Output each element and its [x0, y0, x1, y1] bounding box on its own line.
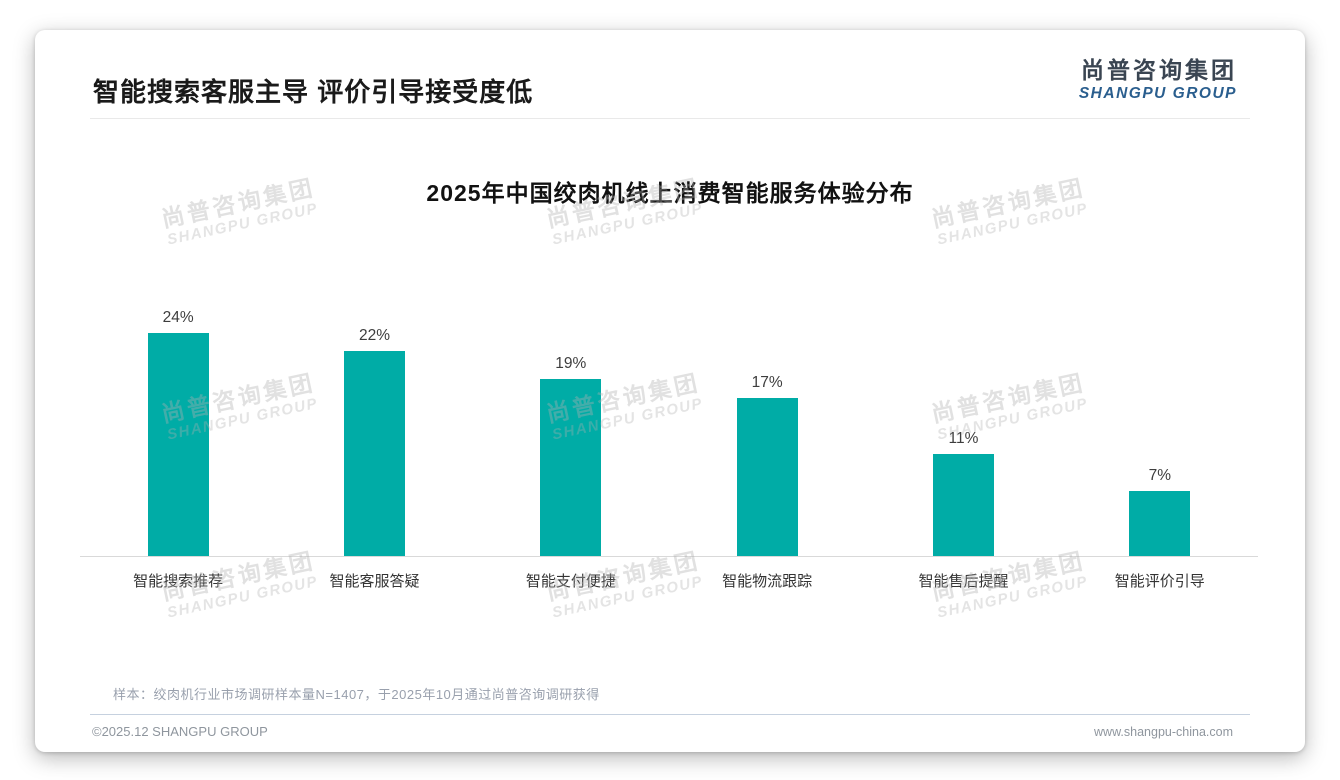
- bar-value-label: 7%: [1148, 467, 1171, 484]
- footer-copyright: ©2025.12 SHANGPU GROUP: [92, 724, 268, 739]
- bar-column: 11%: [865, 306, 1061, 556]
- chart-title: 2025年中国绞肉机线上消费智能服务体验分布: [426, 180, 914, 206]
- footer-website: www.shangpu-china.com: [1094, 725, 1233, 739]
- bar-column: 22%: [276, 306, 472, 556]
- bar-column: 17%: [669, 306, 865, 556]
- x-axis-category-labels: 智能搜索推荐 智能客服答疑 智能支付便捷 智能物流跟踪 智能售后提醒 智能评价引导: [80, 570, 1258, 591]
- bar-value-label: 11%: [948, 430, 979, 447]
- sample-footnote: 样本：绞肉机行业市场调研样本量N=1407，于2025年10月通过尚普咨询调研获…: [113, 687, 600, 702]
- company-logo: 尚普咨询集团 SHANGPU GROUP: [1078, 57, 1237, 103]
- bar: [343, 351, 405, 556]
- category-label: 智能支付便捷: [525, 573, 616, 590]
- category-label: 智能搜索推荐: [133, 573, 224, 590]
- bar-value-label: 17%: [751, 374, 783, 391]
- footer-divider: [90, 714, 1250, 715]
- bar-value-label: 19%: [555, 355, 587, 372]
- category-label: 智能评价引导: [1114, 573, 1205, 590]
- report-slide-card: 智能搜索客服主导 评价引导接受度低 尚普咨询集团 SHANGPU GROUP 2…: [35, 30, 1305, 752]
- bar-value-label: 22%: [358, 327, 390, 344]
- bar-column: 19%: [473, 306, 669, 556]
- bar-chart-plot-area: 24% 22% 19% 17% 11% 7%: [80, 306, 1258, 556]
- bar-column: 7%: [1062, 306, 1258, 556]
- bar: [1129, 491, 1191, 556]
- title-divider: [90, 118, 1250, 119]
- category-label: 智能售后提醒: [918, 573, 1009, 590]
- page-title: 智能搜索客服主导 评价引导接受度低: [93, 77, 534, 107]
- category-label: 智能客服答疑: [329, 573, 420, 590]
- logo-english-text: SHANGPU GROUP: [1078, 85, 1237, 103]
- bar: [736, 398, 798, 556]
- logo-chinese-text: 尚普咨询集团: [1081, 57, 1237, 83]
- x-axis-line: [80, 556, 1258, 557]
- category-label: 智能物流跟踪: [722, 573, 813, 590]
- bar: [540, 379, 602, 556]
- bar: [932, 454, 994, 556]
- bar-column: 24%: [80, 306, 276, 556]
- bar: [147, 333, 209, 556]
- bar-value-label: 24%: [162, 309, 194, 326]
